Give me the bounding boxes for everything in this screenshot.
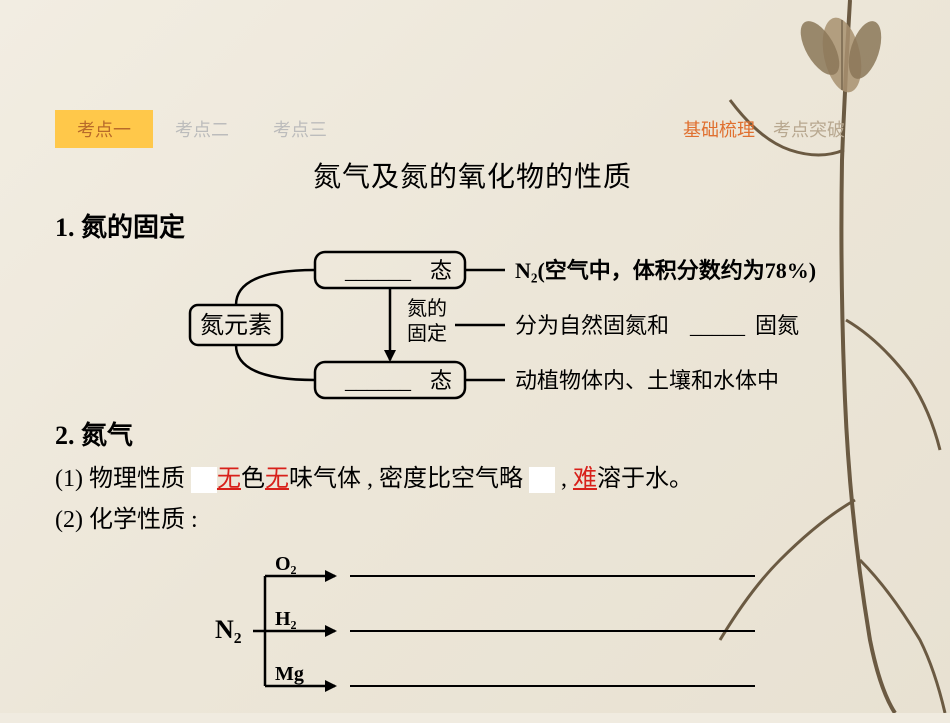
node-nitrogen-element: 氮元素	[200, 312, 272, 339]
n2-reactions-diagram: N₂ O₂ H₂ Mg	[215, 548, 775, 718]
p1-mid2: 味气体 , 密度比空气略	[289, 466, 529, 492]
page-title: 氮气及氮的氧化物的性质	[55, 155, 890, 195]
arrow-o2: O₂	[265, 553, 755, 582]
chemical-properties-line: (2) 化学性质 :	[55, 499, 890, 534]
state-bottom-suffix: 态	[430, 368, 452, 393]
n2-air-text: N₂(空气中，体积分数约为78%)	[515, 258, 816, 283]
content-area: 氮气及氮的氧化物的性质 1. 氮的固定 氮元素 ______ 态 ______ …	[55, 155, 890, 723]
fixation-label-2: 固定	[407, 322, 447, 345]
tab-2[interactable]: 考点二	[153, 110, 251, 148]
p1-gap: ,	[555, 466, 573, 492]
o2-label: O₂	[275, 553, 297, 575]
white-box-1	[191, 467, 217, 493]
fixation-types-blank: _____	[689, 313, 746, 338]
mg-label: Mg	[275, 663, 304, 685]
fixation-label-1: 氮的	[407, 297, 447, 320]
n2-label: N₂	[215, 615, 242, 644]
arrow-mg: Mg	[265, 663, 755, 692]
p1-end: 溶于水。	[597, 466, 693, 492]
nitrogen-fixation-diagram: 氮元素 ______ 态 ______ 态 氮的 固定 N₂(空气中，体积分数约…	[130, 250, 850, 400]
tab-3[interactable]: 考点三	[251, 110, 349, 148]
arrow-h2: H₂	[265, 608, 755, 637]
fixation-types-a: 分为自然固氮和	[515, 313, 669, 338]
h2-label: H₂	[275, 608, 297, 630]
combined-state-text: 动植物体内、土壤和水体中	[515, 368, 779, 393]
blank-state-bottom: ______	[344, 368, 412, 393]
fixation-types-b: 固氮	[755, 313, 799, 338]
section-1-heading: 1. 氮的固定	[55, 207, 890, 244]
white-box-2	[529, 467, 555, 493]
right-links: 基础梳理 考点突破	[683, 116, 845, 142]
tab-1[interactable]: 考点一	[55, 110, 153, 148]
red-wu-2: 无	[265, 466, 289, 492]
tab-bar: 考点一 考点二 考点三	[55, 110, 349, 148]
link-breakthrough[interactable]: 考点突破	[773, 116, 845, 142]
blank-state-top: ______	[344, 258, 412, 283]
section-2-heading: 2. 氮气	[55, 415, 890, 452]
red-nan: 难	[573, 466, 597, 492]
link-basics[interactable]: 基础梳理	[683, 116, 755, 142]
physical-properties-line: (1) 物理性质 无色无味气体 , 密度比空气略 , 难溶于水。	[55, 458, 890, 493]
p1-mid1: 色	[241, 466, 265, 492]
state-top-suffix: 态	[430, 258, 452, 283]
p1-prefix: (1) 物理性质	[55, 466, 191, 492]
red-wu-1: 无	[217, 466, 241, 492]
